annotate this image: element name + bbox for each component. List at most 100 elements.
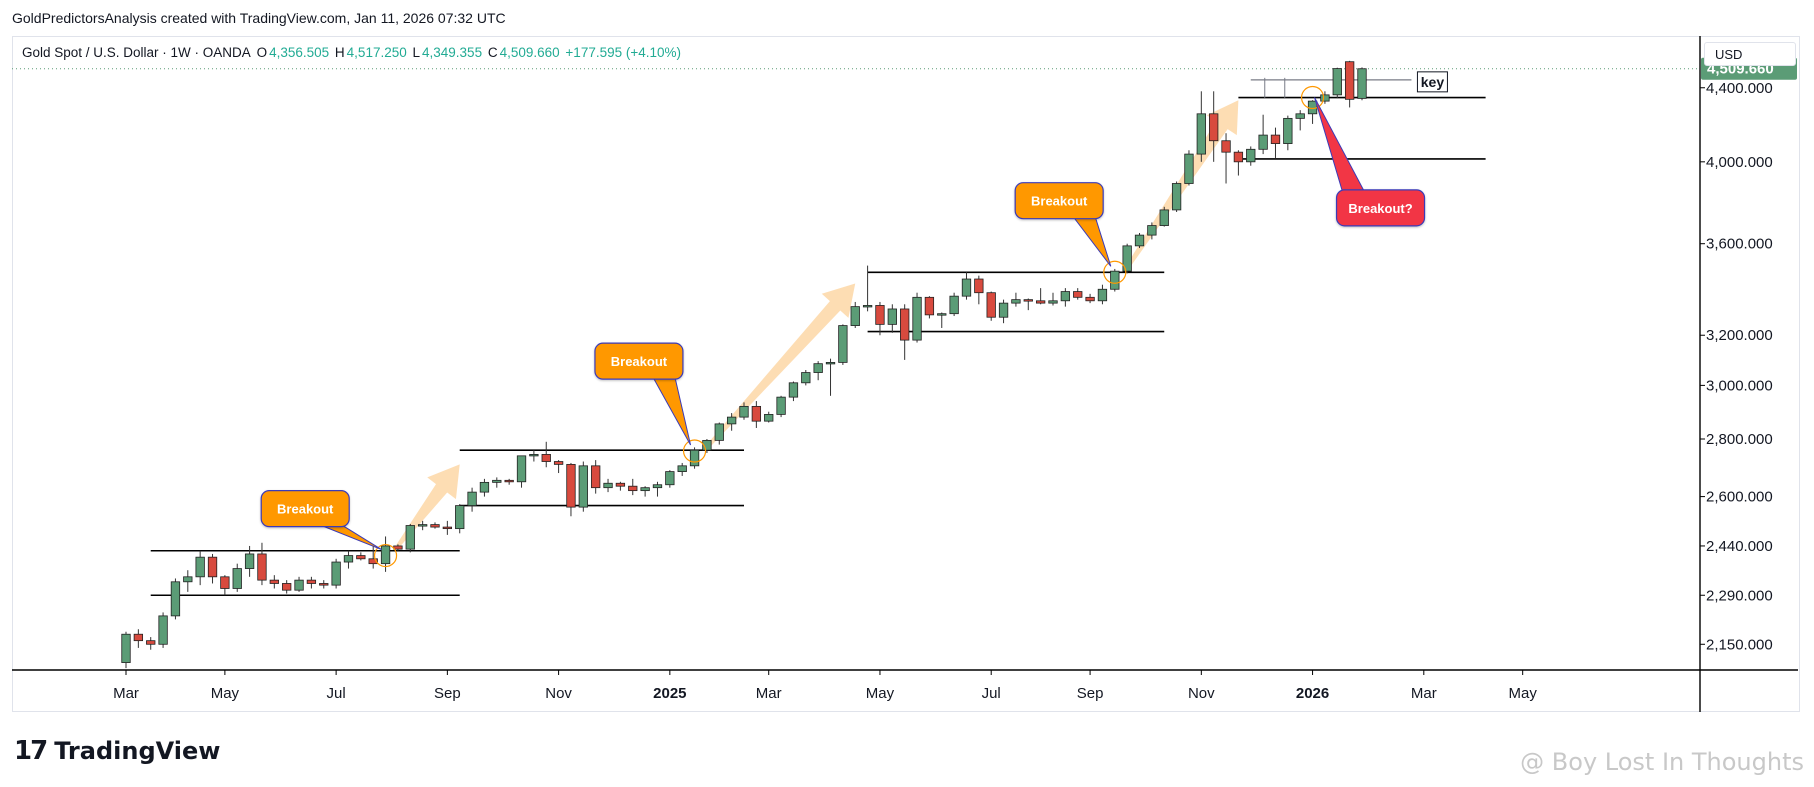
breakout-label: Breakout <box>611 354 668 369</box>
breakout-circle <box>1103 260 1127 284</box>
close-value: 4,509.660 <box>499 45 560 60</box>
candle-body <box>1122 245 1132 272</box>
watermark: @ Boy Lost In Thoughts <box>1520 748 1804 776</box>
callout-pointer <box>319 524 382 551</box>
candle-body <box>677 465 687 472</box>
chart-frame[interactable] <box>12 36 1800 712</box>
candle-body <box>158 615 168 645</box>
currency-selector[interactable]: USD <box>1704 42 1796 66</box>
candle-body <box>1085 296 1095 302</box>
candle-body <box>640 487 650 492</box>
y-tick-label: 4,400.000 <box>1706 80 1773 97</box>
candle-body <box>492 479 502 483</box>
candle-body <box>912 296 922 341</box>
candle-body <box>553 461 564 465</box>
callout-pointer <box>652 376 692 446</box>
change-value: +177.595 (+4.10%) <box>565 45 682 60</box>
y-tick-label: 3,000.000 <box>1706 377 1773 394</box>
y-tick-label: 2,600.000 <box>1706 489 1773 506</box>
candle-body <box>813 363 823 373</box>
candle-body <box>417 524 428 527</box>
key-label: key <box>1421 74 1445 90</box>
candle-body <box>628 485 638 492</box>
candle-body <box>937 313 947 316</box>
candle-body <box>319 583 329 586</box>
candle-body <box>1258 134 1268 150</box>
breakout-circle <box>1300 85 1325 110</box>
candle-body <box>1233 151 1244 163</box>
breakout-label: Breakout? <box>1348 201 1412 216</box>
candle-body <box>244 553 255 569</box>
x-tick-label: Sep <box>1077 685 1104 702</box>
breakout-callout <box>1335 189 1426 227</box>
candle-body <box>133 633 144 642</box>
candle-body <box>1307 100 1318 115</box>
candle-body <box>825 362 836 365</box>
candle-body <box>1110 270 1120 290</box>
candle-body <box>1171 183 1182 211</box>
candle-body <box>1159 209 1169 226</box>
breakout-label: Breakout <box>277 502 334 517</box>
candle-body <box>294 579 304 591</box>
candle-body <box>207 556 218 578</box>
x-tick-label: Jul <box>982 685 1001 702</box>
candle-body <box>343 555 354 563</box>
candle-body <box>195 556 205 578</box>
candle-body <box>1221 140 1231 153</box>
callout-pointer <box>1314 97 1366 193</box>
x-tick-label: Mar <box>756 685 782 702</box>
candle-body <box>1270 134 1281 144</box>
candle-body <box>689 449 700 467</box>
high-label: H <box>334 45 345 60</box>
candle-body <box>121 633 131 663</box>
candle-body <box>949 295 959 315</box>
candle-body <box>665 471 675 486</box>
candle-body <box>1332 68 1342 96</box>
y-tick-label: 3,600.000 <box>1706 236 1773 253</box>
candle-body <box>467 491 477 507</box>
candle-body <box>269 579 279 584</box>
candle-body <box>306 579 317 584</box>
candle-body <box>875 305 885 325</box>
candle-body <box>479 481 490 493</box>
candle-body <box>1320 94 1330 102</box>
breakout-callout <box>594 342 684 380</box>
candle-body <box>801 372 811 384</box>
candle-body <box>1048 300 1058 304</box>
y-tick-label: 2,290.000 <box>1706 587 1773 604</box>
candle-body <box>998 302 1009 318</box>
x-tick-label: Nov <box>545 685 572 702</box>
breakout-circle <box>682 439 707 463</box>
y-tick-label: 2,440.000 <box>1706 538 1773 555</box>
callout-pointer <box>1072 216 1112 267</box>
tradingview-logo-text: TradingView <box>54 737 221 765</box>
candle-body <box>603 482 613 489</box>
open-label: O <box>256 45 268 60</box>
axes-layer: 4,400.000 4,000.000 3,600.000 3,200.000 3,00… <box>12 36 1798 712</box>
candle-body <box>1357 68 1367 99</box>
candle-body <box>1035 300 1046 304</box>
candle-body <box>726 416 737 425</box>
x-tick-label: May <box>1509 685 1538 702</box>
price-chart[interactable]: 4,400.000 4,000.000 3,600.000 3,200.000 3,00… <box>0 0 1814 720</box>
candle-body <box>862 305 873 308</box>
candle-body <box>764 414 774 422</box>
x-tick-label: Jul <box>327 685 346 702</box>
candle-body <box>714 423 724 441</box>
symbol-legend: Gold Spot / U.S. Dollar · 1W · OANDA O 4,… <box>22 45 683 60</box>
breakout-circle <box>373 543 398 568</box>
candle-body <box>986 292 996 318</box>
tradingview-logo[interactable]: 17 TradingView <box>14 736 220 766</box>
y-tick-label: 2,150.000 <box>1706 636 1773 653</box>
candle-body <box>430 524 440 528</box>
candle-body <box>578 465 588 508</box>
low-label: L <box>412 45 421 60</box>
low-value: 4,349.355 <box>422 45 483 60</box>
candle-body <box>788 382 799 398</box>
candle-body <box>1209 113 1219 142</box>
candle-body <box>257 553 267 581</box>
candle-body <box>368 558 378 565</box>
candle-body <box>615 482 626 487</box>
candle-body <box>1011 299 1021 304</box>
candle-body <box>170 581 181 617</box>
